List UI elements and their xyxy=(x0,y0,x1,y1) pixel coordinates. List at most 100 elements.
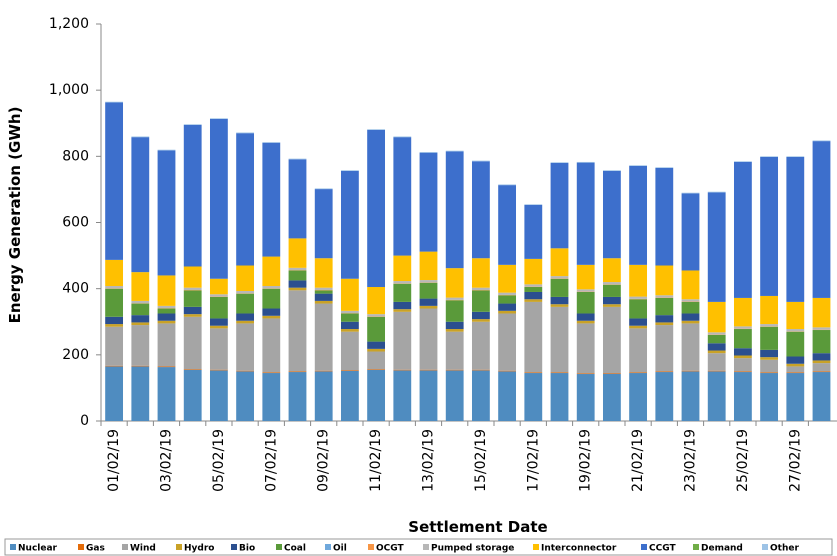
bar-segment xyxy=(655,372,674,421)
legend-label: Demand xyxy=(701,544,743,554)
bar-segment xyxy=(471,290,490,312)
bar-segment xyxy=(524,284,543,287)
legend-label: Coal xyxy=(284,544,306,554)
bar-segment xyxy=(786,156,805,302)
bar-segment xyxy=(236,133,255,266)
bar-segment xyxy=(498,303,517,311)
bar-segment xyxy=(393,309,412,312)
bar-segment xyxy=(262,318,281,373)
bar-segment xyxy=(786,156,805,157)
bar-segment xyxy=(157,313,176,321)
legend-swatch xyxy=(276,544,282,550)
bar-segment xyxy=(393,369,412,371)
bar-segment xyxy=(105,102,124,260)
bar-segment xyxy=(209,325,228,329)
bar-segment xyxy=(157,275,176,306)
bar-segment xyxy=(524,204,543,259)
bar-segment xyxy=(105,259,124,287)
bar-segment xyxy=(812,140,831,142)
bar-segment xyxy=(602,306,621,374)
legend-label: Other xyxy=(770,544,799,554)
bar-segment xyxy=(629,296,648,299)
bar-segment xyxy=(524,287,543,292)
bar-segment xyxy=(576,161,595,163)
bar-segment xyxy=(367,369,386,421)
bar-segment xyxy=(655,325,674,372)
bar-segment xyxy=(183,306,202,315)
bar-segment xyxy=(471,161,490,259)
bar-segment xyxy=(209,118,228,119)
bar-segment xyxy=(681,301,700,314)
y-tick-label: 1,000 xyxy=(49,82,89,98)
bar-segment xyxy=(131,315,150,323)
bar-segment xyxy=(393,137,412,256)
x-tick-label: 25/02/19 xyxy=(735,429,751,492)
bar-segment xyxy=(681,320,700,324)
bar-segment xyxy=(131,303,150,316)
bar-segment xyxy=(524,258,543,285)
bar-segment xyxy=(602,284,621,297)
bar-segment xyxy=(471,287,490,290)
bar-segment xyxy=(681,370,700,372)
bar-segment xyxy=(445,297,464,300)
bar-segment xyxy=(471,258,490,288)
bar-segment xyxy=(236,320,255,324)
bar-segment xyxy=(236,371,255,421)
bar-segment xyxy=(550,296,569,305)
bar-segment xyxy=(367,369,386,370)
bar-segment xyxy=(655,295,674,298)
bar-segment xyxy=(157,367,176,421)
bar-segment xyxy=(655,265,674,296)
bar-segment xyxy=(393,255,412,282)
bar-segment xyxy=(419,308,438,370)
bar-segment xyxy=(524,373,543,421)
legend-swatch xyxy=(693,544,699,550)
bar-segment xyxy=(760,156,779,157)
bar-segment xyxy=(314,188,333,190)
legend-swatch xyxy=(78,544,84,550)
bar-segment xyxy=(236,290,255,294)
bar-segment xyxy=(812,141,831,298)
bar-segment xyxy=(550,162,569,163)
bar-segment xyxy=(393,311,412,370)
bar-segment xyxy=(157,150,176,276)
bar-segment xyxy=(629,264,648,297)
bar-segment xyxy=(550,372,569,374)
bar-segment xyxy=(681,192,700,194)
bar-segment xyxy=(288,159,307,239)
bar-segment xyxy=(262,315,281,319)
bar-segment xyxy=(393,283,412,302)
bar-segment xyxy=(236,323,255,371)
legend-label: OCGT xyxy=(376,544,404,554)
bar-segment xyxy=(786,301,805,330)
bar-segment xyxy=(760,373,779,421)
legend-swatch xyxy=(122,544,128,550)
bar-segment xyxy=(681,193,700,271)
legend-swatch xyxy=(423,544,429,550)
x-tick-label: 23/02/19 xyxy=(683,429,699,492)
bar-segment xyxy=(471,321,490,370)
bar-segment xyxy=(288,158,307,160)
x-tick-label: 05/02/19 xyxy=(211,429,227,492)
bar-segment xyxy=(340,370,359,371)
bar-segment xyxy=(131,136,150,138)
bar-segment xyxy=(105,286,124,289)
bar-segment xyxy=(314,290,333,294)
legend-label: CCGT xyxy=(649,544,676,554)
bar-segment xyxy=(498,370,517,372)
bar-segment xyxy=(576,289,595,292)
bar-segment xyxy=(550,276,569,279)
bar-segment xyxy=(105,365,124,367)
y-tick-label: 200 xyxy=(62,347,89,363)
bar-segment xyxy=(157,366,176,368)
bar-segment xyxy=(812,363,831,372)
bar-segment xyxy=(707,371,726,421)
bar-segment xyxy=(419,282,438,299)
bar-segment xyxy=(576,264,595,290)
bar-segment xyxy=(419,370,438,421)
bar-segment xyxy=(367,316,386,342)
bar-segment xyxy=(681,313,700,321)
bar-segment xyxy=(393,301,412,310)
bar-segment xyxy=(733,326,752,329)
